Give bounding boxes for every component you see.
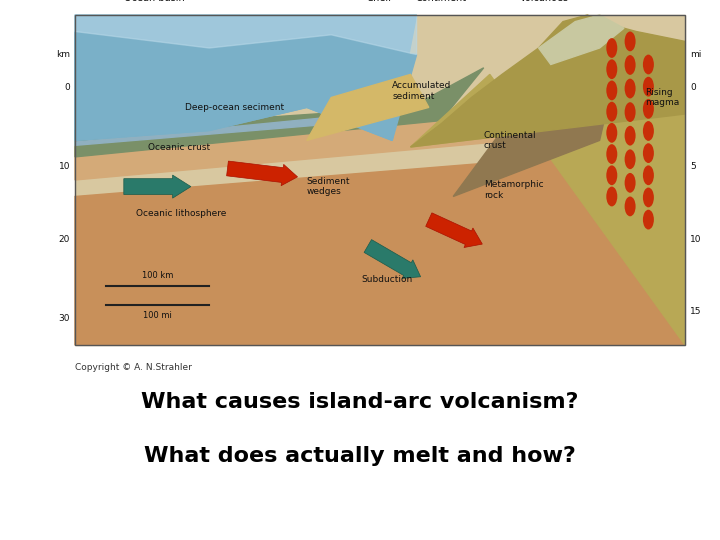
Text: Continental
crust: Continental crust [484, 131, 536, 150]
Text: Metamorphic
rock: Metamorphic rock [484, 180, 544, 200]
Ellipse shape [606, 187, 617, 206]
Polygon shape [453, 87, 612, 197]
Text: Oceanic crust: Oceanic crust [148, 143, 210, 152]
Ellipse shape [606, 38, 617, 58]
Bar [75, 15, 685, 345]
Ellipse shape [625, 197, 636, 217]
Polygon shape [75, 68, 484, 157]
Text: 15: 15 [690, 307, 701, 316]
Polygon shape [539, 15, 624, 64]
Text: 30: 30 [58, 314, 70, 323]
Ellipse shape [643, 77, 654, 97]
Ellipse shape [606, 144, 617, 164]
Ellipse shape [643, 143, 654, 163]
Text: Deep-ocean seciment: Deep-ocean seciment [185, 103, 284, 112]
FancyArrow shape [426, 213, 482, 247]
Text: 20: 20 [58, 235, 70, 244]
FancyArrow shape [124, 175, 191, 198]
Text: 0: 0 [64, 83, 70, 92]
Ellipse shape [625, 55, 636, 75]
Text: Copyright © A. N.Strahler: Copyright © A. N.Strahler [75, 363, 192, 372]
Ellipse shape [643, 55, 654, 75]
Polygon shape [410, 75, 685, 345]
Text: km: km [56, 50, 70, 59]
Ellipse shape [606, 59, 617, 79]
Polygon shape [307, 75, 429, 140]
Ellipse shape [625, 126, 636, 146]
Ellipse shape [625, 173, 636, 193]
Text: Ocean basin: Ocean basin [124, 0, 184, 3]
Polygon shape [75, 31, 417, 140]
Ellipse shape [606, 123, 617, 143]
Text: Contiment: Contiment [415, 0, 467, 3]
Ellipse shape [643, 121, 654, 141]
Text: 10: 10 [58, 163, 70, 171]
Ellipse shape [606, 165, 617, 185]
Ellipse shape [625, 102, 636, 122]
Text: 5: 5 [690, 163, 696, 171]
Text: mi: mi [690, 50, 701, 59]
Polygon shape [75, 147, 685, 345]
Polygon shape [75, 15, 417, 140]
Text: Sediment
wedges: Sediment wedges [307, 177, 351, 197]
Ellipse shape [643, 210, 654, 230]
Ellipse shape [625, 79, 636, 98]
Text: What causes island-arc volcanism?: What causes island-arc volcanism? [141, 392, 579, 413]
Text: Shelf: Shelf [368, 0, 392, 3]
Text: 0: 0 [690, 83, 696, 92]
Text: Oceanic lithosphere: Oceanic lithosphere [136, 208, 226, 218]
Ellipse shape [625, 31, 636, 51]
Ellipse shape [643, 187, 654, 207]
Polygon shape [75, 64, 551, 180]
FancyArrow shape [364, 240, 420, 278]
Text: Accumulated
sediment: Accumulated sediment [392, 81, 451, 100]
Polygon shape [75, 112, 392, 145]
Polygon shape [75, 15, 685, 345]
Text: 100 mi: 100 mi [143, 312, 172, 320]
Ellipse shape [643, 165, 654, 185]
FancyArrow shape [227, 161, 297, 186]
Text: Volcanoes: Volcanoes [520, 0, 570, 3]
Text: Subduction: Subduction [361, 274, 413, 284]
Text: 100 km: 100 km [142, 271, 173, 280]
Ellipse shape [643, 99, 654, 119]
Text: What does actually melt and how?: What does actually melt and how? [144, 446, 576, 467]
Text: 10: 10 [690, 235, 701, 244]
Ellipse shape [606, 80, 617, 100]
Ellipse shape [625, 150, 636, 169]
Polygon shape [75, 15, 417, 55]
Polygon shape [410, 15, 685, 147]
Text: Rising
magma: Rising magma [645, 88, 680, 107]
Ellipse shape [606, 102, 617, 122]
